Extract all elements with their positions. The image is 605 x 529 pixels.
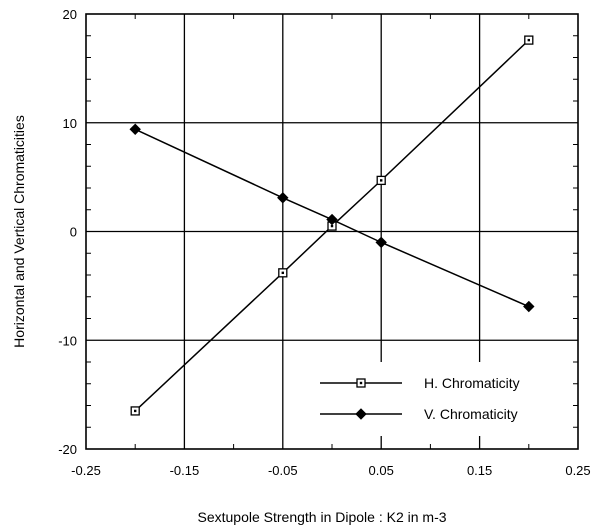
series-layer	[129, 35, 535, 416]
v-chromaticity-point	[355, 408, 367, 420]
h-chromaticity-point-center	[134, 409, 137, 413]
x-tick-label: 0.25	[565, 463, 590, 478]
h-chromaticity-point-center	[281, 271, 284, 275]
y-axis-title: Horizontal and Vertical Chromaticities	[11, 115, 27, 348]
y-tick-label: 0	[70, 225, 77, 240]
h-chromaticity-series	[130, 35, 534, 416]
legend-label-h-chromaticity: H. Chromaticity	[424, 375, 520, 391]
h-chromaticity-point-center	[359, 381, 363, 385]
x-tick-label: -0.15	[170, 463, 200, 478]
v-chromaticity-point	[129, 123, 141, 135]
x-tick-label: 0.05	[369, 463, 394, 478]
v-chromaticity-series	[129, 123, 535, 313]
x-tick-label: 0.15	[467, 463, 492, 478]
h-chromaticity-point-center	[527, 38, 530, 42]
x-axis-title: Sextupole Strength in Dipole : K2 in m-3	[197, 509, 446, 525]
h-chromaticity-point-center	[330, 224, 334, 228]
y-tick-label: 20	[63, 7, 77, 22]
h-chromaticity-point-center	[380, 179, 383, 182]
v-chromaticity-point	[326, 213, 338, 226]
y-tick-label: -20	[58, 442, 77, 457]
v-chromaticity-point	[523, 300, 535, 313]
v-chromaticity-point	[375, 236, 387, 249]
legend: H. Chromaticity V. Chromaticity	[305, 362, 567, 436]
y-tick-label: 10	[63, 116, 77, 131]
axis-ticks: -0.25 -0.15 -0.05 0.05 0.15 0.25 -20 -10 0 10 20	[58, 7, 590, 478]
x-tick-label: -0.05	[268, 463, 298, 478]
legend-box	[305, 362, 567, 436]
v-chromaticity-point	[277, 192, 289, 204]
legend-label-v-chromaticity: V. Chromaticity	[424, 406, 518, 422]
y-tick-label: -10	[58, 333, 77, 348]
x-tick-label: -0.25	[71, 463, 101, 478]
